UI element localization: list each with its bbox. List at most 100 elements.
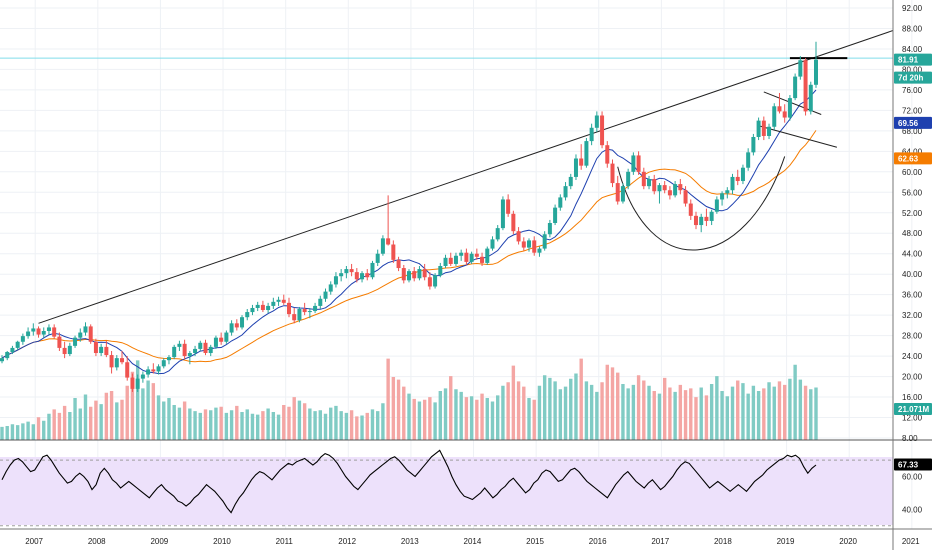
price-tag-label: 62.63	[898, 154, 919, 163]
volume-bar	[522, 386, 526, 440]
candle-body	[453, 255, 458, 264]
y-tick-label: 40.00	[902, 270, 923, 279]
price-tag	[894, 71, 932, 84]
price-tag	[894, 403, 932, 415]
volume-bar	[120, 399, 124, 440]
volume-bar	[469, 396, 474, 440]
candle-body	[647, 178, 652, 187]
candle-body	[271, 301, 276, 306]
drawings	[0, 30, 894, 324]
volume-bar	[516, 381, 521, 440]
cup-curve	[617, 156, 786, 251]
candle-body	[500, 199, 505, 229]
candle-body	[814, 59, 818, 85]
volume-bar	[741, 383, 745, 440]
volume-bar	[605, 364, 609, 440]
volume-bar	[10, 424, 15, 440]
candle-body	[109, 355, 114, 368]
price-tag-label: 81.91	[898, 56, 919, 65]
volume-bar	[26, 421, 30, 440]
candle-body	[735, 176, 740, 182]
volume-bar	[182, 401, 187, 440]
volume-bar	[751, 385, 756, 440]
candle-body	[662, 185, 667, 191]
sma-short-line	[1, 89, 817, 375]
candle-body	[636, 155, 641, 172]
volume-bar	[151, 383, 156, 440]
price-axis[interactable]: 92.00 88.00 84.00 80.00 76.00 72.00 68.00 64.00…	[902, 4, 923, 514]
volume-bar	[480, 393, 484, 440]
volume-bar	[42, 420, 46, 440]
volume-bar	[0, 426, 4, 440]
candle-body	[485, 248, 490, 263]
volume-bar	[73, 398, 77, 440]
candle-body	[31, 328, 36, 332]
candle-body	[266, 305, 271, 311]
price-tag	[894, 458, 932, 471]
candle-body	[41, 331, 46, 335]
candle-body	[714, 199, 719, 212]
volume-bar	[782, 384, 787, 440]
candle-body	[198, 342, 203, 349]
candle-body	[276, 299, 281, 302]
volume-bar	[553, 381, 557, 440]
candle-body	[182, 343, 187, 357]
candle-body	[584, 141, 589, 166]
y-tick-label: 12.00	[902, 414, 923, 423]
volume-bar	[370, 409, 375, 440]
candle-body	[193, 348, 198, 354]
candle-body	[808, 84, 813, 112]
volume-bar	[36, 417, 41, 440]
candle-body	[553, 207, 558, 223]
volume-bar	[162, 401, 166, 440]
candle-body	[782, 111, 787, 118]
candle-body	[5, 352, 10, 359]
volume-bar	[454, 389, 458, 440]
price-tag-label: 69.56	[898, 119, 919, 128]
volume-bar	[704, 395, 709, 440]
y-tick-label: 28.00	[902, 332, 923, 341]
volume-bar	[83, 394, 88, 440]
volume-bar	[657, 393, 662, 440]
y-tick-label: 92.00	[902, 4, 923, 13]
volume-bar	[104, 392, 109, 440]
candle-body	[281, 299, 286, 303]
candle-body	[709, 211, 714, 221]
time-axis[interactable]: 2007 2008 2009 2010 2011 2012 2013 2014 2015 2016…	[25, 537, 920, 546]
candle-body	[20, 336, 25, 342]
candle-body	[793, 76, 798, 99]
candle-body	[339, 273, 344, 277]
candle-body	[88, 326, 93, 342]
volume-bar	[673, 391, 677, 440]
volume-bar	[438, 391, 443, 440]
candle-body	[161, 360, 166, 367]
candle-body	[46, 327, 51, 332]
candle-body	[125, 362, 130, 378]
volume-bar	[417, 401, 422, 440]
volume-bar	[308, 408, 312, 440]
volume-bar	[584, 381, 589, 440]
candle-body	[756, 120, 761, 137]
candle-body	[693, 215, 698, 226]
candle-body	[73, 337, 78, 346]
candle-body	[573, 158, 578, 177]
volume-bar	[355, 416, 359, 440]
candle-body	[151, 369, 156, 372]
rsi-tick-label: 60.00	[902, 473, 923, 482]
volume-bar	[229, 410, 234, 440]
volume-bar	[224, 412, 229, 440]
candle-body	[292, 314, 297, 321]
volume-bar	[68, 412, 72, 440]
volume-bars	[0, 358, 818, 440]
volume-bar	[235, 405, 239, 440]
volume-bar	[772, 386, 776, 440]
price-tag	[894, 116, 932, 129]
volume-bar	[292, 397, 296, 440]
volume-bar	[302, 403, 307, 440]
candle-body	[370, 262, 375, 278]
volume-bar	[360, 415, 364, 440]
volume-bar	[297, 400, 302, 440]
candle-body	[433, 275, 438, 287]
